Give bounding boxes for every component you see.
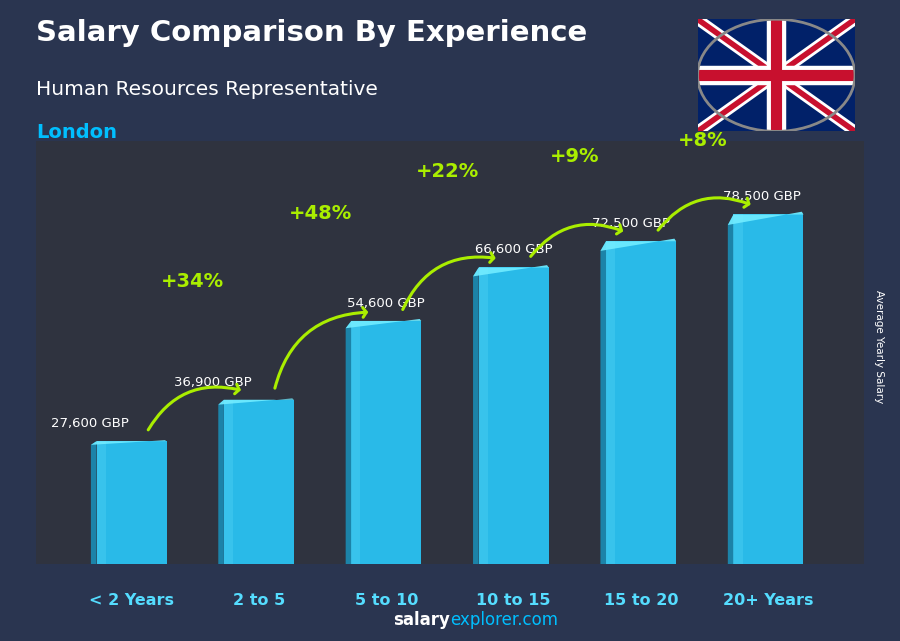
Text: < 2 Years: < 2 Years	[89, 593, 174, 608]
Bar	[734, 215, 804, 564]
Bar	[606, 241, 616, 564]
Text: 10 to 15: 10 to 15	[476, 593, 551, 608]
Polygon shape	[728, 215, 733, 564]
Text: salary: salary	[393, 612, 450, 629]
Bar	[96, 441, 166, 564]
Bar	[606, 241, 676, 564]
Polygon shape	[346, 321, 351, 564]
Text: 5 to 10: 5 to 10	[355, 593, 418, 608]
Bar	[479, 267, 549, 564]
Text: 20+ Years: 20+ Years	[724, 593, 814, 608]
Polygon shape	[600, 238, 676, 251]
Text: explorer.com: explorer.com	[450, 612, 558, 629]
Polygon shape	[91, 440, 166, 445]
Polygon shape	[473, 267, 479, 564]
Text: +34%: +34%	[161, 272, 224, 290]
Text: 54,600 GBP: 54,600 GBP	[347, 297, 425, 310]
Text: London: London	[36, 123, 117, 142]
Text: Average Yearly Salary: Average Yearly Salary	[874, 290, 885, 403]
Bar	[224, 400, 233, 564]
Text: 27,600 GBP: 27,600 GBP	[50, 417, 129, 430]
Text: +48%: +48%	[288, 204, 352, 223]
Text: 72,500 GBP: 72,500 GBP	[592, 217, 670, 230]
Polygon shape	[219, 400, 224, 564]
Polygon shape	[91, 441, 96, 564]
Text: +22%: +22%	[416, 162, 479, 181]
Text: Salary Comparison By Experience: Salary Comparison By Experience	[36, 19, 587, 47]
Text: +8%: +8%	[678, 131, 727, 150]
Text: 66,600 GBP: 66,600 GBP	[475, 244, 553, 256]
Bar	[224, 400, 294, 564]
Bar	[351, 321, 360, 564]
Text: 78,500 GBP: 78,500 GBP	[724, 190, 801, 203]
Bar	[96, 441, 105, 564]
Text: 2 to 5: 2 to 5	[233, 593, 285, 608]
Text: +9%: +9%	[550, 147, 599, 165]
Text: Human Resources Representative: Human Resources Representative	[36, 80, 378, 99]
Polygon shape	[219, 399, 294, 404]
Bar	[479, 267, 488, 564]
Polygon shape	[728, 212, 804, 225]
Text: 15 to 20: 15 to 20	[604, 593, 679, 608]
Text: 36,900 GBP: 36,900 GBP	[175, 376, 252, 388]
Polygon shape	[346, 319, 421, 328]
Bar	[351, 321, 421, 564]
Bar	[734, 215, 742, 564]
Polygon shape	[600, 241, 606, 564]
Polygon shape	[473, 265, 549, 276]
